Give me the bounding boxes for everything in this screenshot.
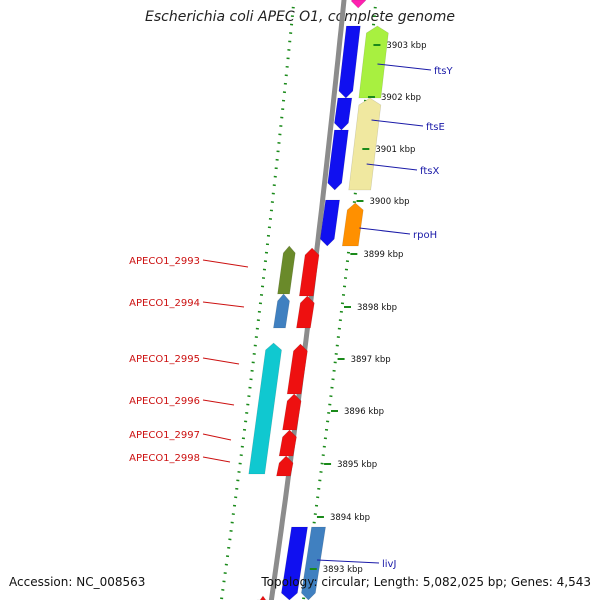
cds-block-APECO1_2993[interactable]	[298, 247, 320, 297]
gene-label-ftsE[interactable]: ftsE	[426, 122, 445, 133]
gene-leader-line	[202, 357, 240, 365]
scale-tick-label: 3894 kbp	[330, 513, 370, 523]
gene-label-APECO1_2993[interactable]: APECO1_2993	[129, 256, 200, 267]
gene-leader-line	[359, 227, 411, 235]
gene-leader-line	[371, 119, 424, 127]
gene-leader-line	[202, 259, 249, 268]
gene-label-APECO1_2998[interactable]: APECO1_2998	[129, 453, 200, 464]
gene-leader-line	[202, 456, 231, 463]
gene-label-APECO1_2997[interactable]: APECO1_2997	[129, 430, 200, 441]
cds-block-bottom[interactable]	[257, 595, 268, 600]
cds-block-APECO1_2998[interactable]	[276, 455, 294, 477]
accession-text: Accession: NC_008563	[9, 575, 146, 589]
gene-label-ftsY[interactable]: ftsY	[434, 66, 453, 77]
scale-tick-label: 3896 kbp	[344, 407, 384, 417]
scale-tick-label: 3893 kbp	[323, 565, 363, 575]
genome-summary-text: Topology: circular; Length: 5,082,025 bp…	[261, 575, 591, 589]
cds-block-APECO1_2997[interactable]	[278, 429, 297, 457]
cds-block-livJ[interactable]	[281, 526, 308, 600]
gene-label-APECO1_2996[interactable]: APECO1_2996	[129, 396, 200, 407]
cds-block-ftsX[interactable]	[327, 129, 349, 191]
cog-block-APECO1_2995-2998[interactable]	[248, 342, 282, 475]
scale-tick-label: 3899 kbp	[363, 250, 403, 260]
scale-tick-label: 3903 kbp	[386, 41, 426, 51]
cog-block-livJ[interactable]	[301, 526, 326, 600]
cog-block-APECO1_2994[interactable]	[273, 293, 290, 329]
scale-tick-label: 3897 kbp	[351, 355, 391, 365]
cds-block-APECO1_2996[interactable]	[282, 393, 302, 431]
scale-tick-label: 3901 kbp	[375, 145, 415, 155]
gene-leader-line	[366, 163, 418, 171]
cog-block-ftsY[interactable]	[358, 25, 389, 99]
cds-block-APECO1_2994[interactable]	[296, 295, 315, 329]
cog-block-ftsE-ftsX[interactable]	[348, 97, 382, 191]
gene-leader-line	[202, 399, 235, 406]
gene-leader-line	[316, 559, 380, 564]
scale-tick-label: 3895 kbp	[337, 460, 377, 470]
cds-block-APECO1_2995[interactable]	[286, 343, 308, 395]
gene-label-ftsX[interactable]: ftsX	[420, 166, 439, 177]
gene-label-rpoH[interactable]: rpoH	[413, 230, 437, 241]
scale-tick-label: 3900 kbp	[369, 197, 409, 207]
gene-leader-line	[202, 433, 232, 441]
cds-block-rpoH[interactable]	[319, 199, 340, 247]
scale-tick-label: 3902 kbp	[381, 93, 421, 103]
gene-label-APECO1_2995[interactable]: APECO1_2995	[129, 354, 200, 365]
cds-block-top[interactable]	[350, 0, 367, 9]
cds-block-ftsE[interactable]	[334, 97, 353, 131]
gene-leader-line	[377, 63, 432, 71]
scale-tick-label: 3898 kbp	[357, 303, 397, 313]
gene-label-APECO1_2994[interactable]: APECO1_2994	[129, 298, 200, 309]
cds-block-ftsY[interactable]	[338, 25, 361, 99]
cog-block-rpoH[interactable]	[341, 202, 364, 247]
gene-label-livJ[interactable]: livJ	[382, 559, 396, 570]
cog-block-APECO1_2993[interactable]	[277, 245, 296, 295]
gene-leader-line	[202, 301, 245, 308]
map-title: Escherichia coli APEC O1, complete genom…	[145, 9, 455, 25]
